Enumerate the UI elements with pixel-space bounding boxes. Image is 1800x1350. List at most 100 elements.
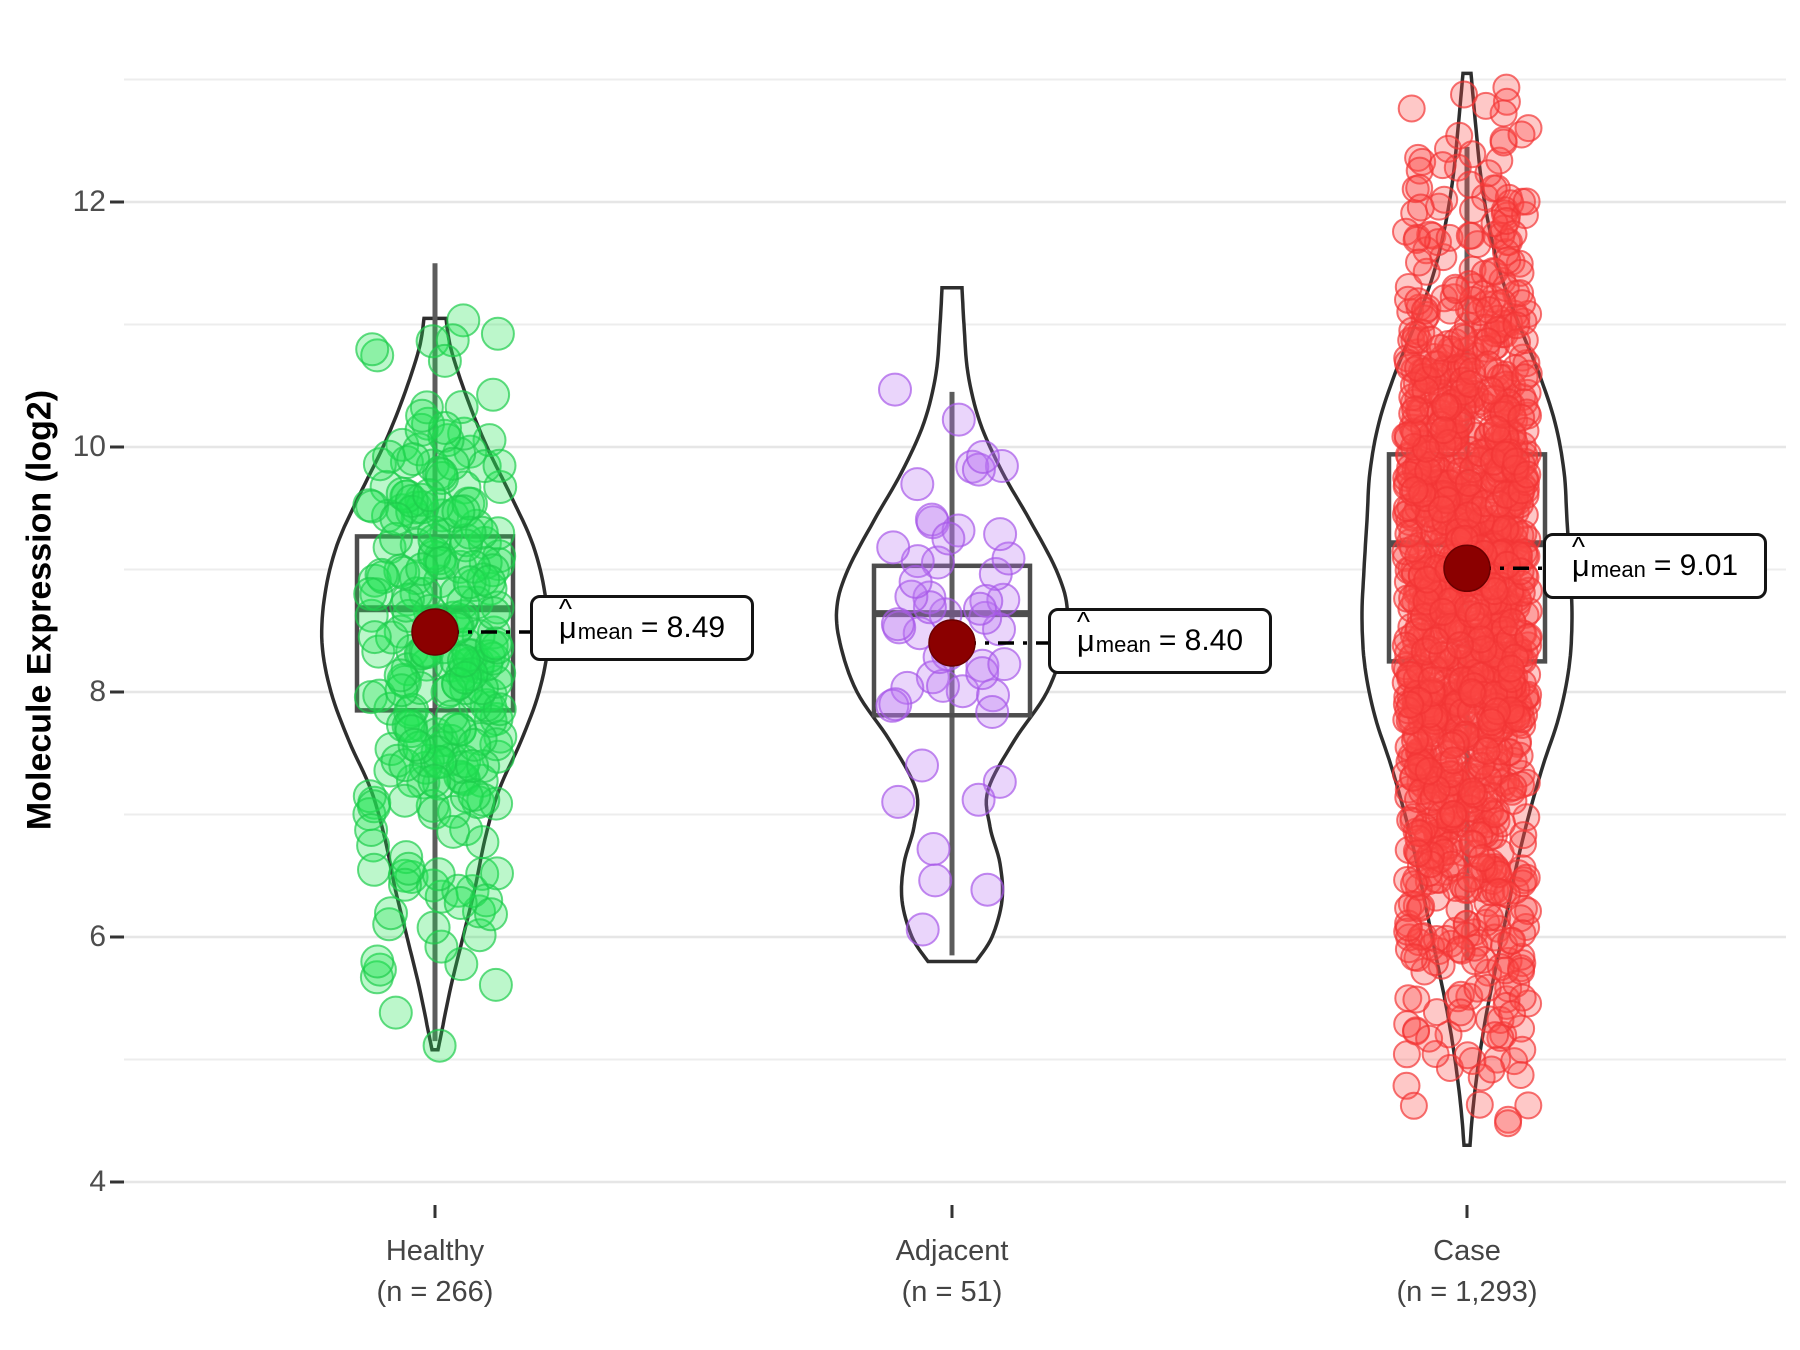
jitter-point bbox=[1472, 736, 1501, 765]
y-tick-label-10: 10 bbox=[72, 430, 106, 463]
jitter-point bbox=[455, 749, 490, 783]
jitter-point bbox=[1410, 637, 1439, 666]
jitter-point bbox=[394, 714, 429, 749]
mean-subscript: mean bbox=[1095, 632, 1151, 657]
jitter-point bbox=[1489, 128, 1518, 157]
jitter-point bbox=[1464, 602, 1493, 631]
jitter-point bbox=[1428, 641, 1457, 669]
jitter-point bbox=[1428, 151, 1457, 180]
group-n-label: (n = 1,293) bbox=[1396, 1276, 1538, 1308]
jitter-point bbox=[1508, 1035, 1537, 1064]
jitter-point bbox=[1395, 660, 1424, 689]
jitter-point bbox=[1459, 286, 1487, 314]
jitter-point bbox=[448, 528, 483, 563]
jitter-point bbox=[362, 678, 397, 713]
jitter-point bbox=[1498, 1000, 1527, 1029]
jitter-point bbox=[898, 564, 933, 599]
jitter-point bbox=[1410, 296, 1439, 325]
mean-value: = 8.40 bbox=[1158, 624, 1244, 657]
jitter-point bbox=[1454, 875, 1483, 904]
jitter-point bbox=[439, 576, 474, 610]
jitter-point bbox=[405, 552, 440, 587]
jitter-point bbox=[931, 521, 966, 556]
jitter-point bbox=[354, 813, 389, 847]
jitter-point bbox=[388, 748, 423, 783]
y-tick-label-6: 6 bbox=[89, 920, 106, 953]
jitter-point bbox=[1457, 777, 1486, 806]
jitter-point bbox=[1507, 476, 1536, 505]
jitter-point bbox=[905, 912, 940, 947]
jitter-point bbox=[1476, 903, 1504, 932]
jitter-point bbox=[1492, 480, 1521, 509]
jitter-point bbox=[905, 748, 939, 783]
jitter-point bbox=[383, 658, 418, 693]
jitter-point bbox=[1454, 469, 1483, 497]
jitter-point bbox=[1471, 91, 1500, 120]
jitter-point bbox=[478, 626, 513, 661]
jitter-point bbox=[1415, 1024, 1444, 1053]
jitter-point bbox=[916, 832, 951, 866]
points-healthy bbox=[352, 303, 518, 1063]
jitter-point bbox=[1445, 121, 1474, 150]
jitter-point bbox=[1437, 731, 1466, 760]
jitter-point bbox=[1447, 936, 1476, 965]
jitter-point bbox=[357, 620, 392, 655]
mean-subscript: mean bbox=[1590, 557, 1646, 582]
jitter-point bbox=[880, 607, 915, 642]
jitter-point bbox=[353, 576, 388, 611]
jitter-point bbox=[1497, 665, 1526, 693]
y-tick-label-12: 12 bbox=[72, 185, 106, 218]
jitter-point bbox=[1421, 626, 1450, 655]
jitter-point bbox=[1507, 957, 1536, 985]
jitter-point bbox=[912, 590, 947, 625]
jitter-point bbox=[422, 1028, 457, 1063]
jitter-point bbox=[1394, 894, 1423, 923]
jitter-point bbox=[424, 457, 459, 492]
jitter-point bbox=[446, 303, 481, 338]
mean-value: = 8.49 bbox=[640, 611, 726, 644]
x-tick-label-adjacent: Adjacent (n = 51) bbox=[782, 1231, 1122, 1313]
jitter-point bbox=[1459, 680, 1488, 709]
points-case bbox=[1391, 73, 1543, 1138]
jitter-point bbox=[1399, 534, 1428, 563]
jitter-point bbox=[379, 521, 413, 556]
jitter-point bbox=[1442, 276, 1471, 305]
jitter-point bbox=[384, 673, 419, 708]
jitter-point bbox=[355, 332, 390, 367]
jitter-point bbox=[1494, 1109, 1522, 1138]
jitter-point bbox=[1403, 753, 1432, 782]
jitter-point bbox=[1394, 285, 1422, 314]
jitter-point bbox=[1499, 220, 1528, 249]
jitter-point bbox=[1491, 515, 1520, 544]
jitter-point bbox=[1497, 654, 1525, 683]
jitter-point bbox=[941, 402, 976, 437]
jitter-point bbox=[1484, 878, 1513, 906]
jitter-point bbox=[416, 910, 451, 945]
jitter-point bbox=[412, 478, 447, 513]
jitter-point bbox=[1431, 392, 1460, 421]
jitter-point bbox=[480, 316, 515, 351]
jitter-point bbox=[1508, 289, 1537, 318]
jitter-point bbox=[1507, 403, 1536, 432]
jitter-point bbox=[1467, 751, 1496, 780]
mean-dot-adjacent bbox=[928, 619, 976, 667]
jitter-point bbox=[1508, 919, 1537, 948]
jitter-point bbox=[1492, 207, 1521, 235]
jitter-point bbox=[881, 784, 916, 819]
jitter-point bbox=[1446, 631, 1474, 660]
jitter-point bbox=[1514, 359, 1543, 388]
jitter-point bbox=[436, 814, 471, 849]
jitter-point bbox=[1412, 587, 1441, 616]
jitter-point bbox=[1489, 99, 1518, 128]
jitter-point bbox=[983, 517, 1018, 552]
jitter-point bbox=[1477, 376, 1506, 405]
jitter-point bbox=[1469, 635, 1498, 664]
jitter-point bbox=[1491, 956, 1520, 985]
jitter-point bbox=[1397, 94, 1426, 123]
jitter-point bbox=[1499, 773, 1528, 802]
jitter-point bbox=[1509, 821, 1538, 850]
jitter-point bbox=[1393, 421, 1422, 450]
jitter-point bbox=[1477, 1055, 1506, 1084]
jitter-point bbox=[1458, 829, 1487, 858]
mu-hat-symbol: ^ μ bbox=[1076, 606, 1095, 658]
